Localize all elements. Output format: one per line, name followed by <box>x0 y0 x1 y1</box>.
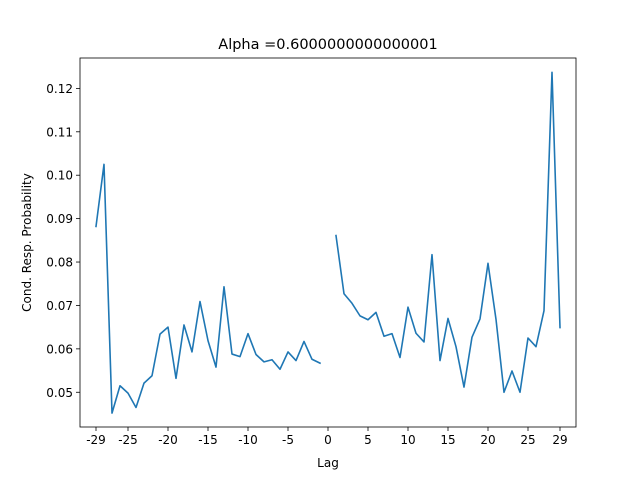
series-layer <box>95 71 561 414</box>
y-tick-label: 0.12 <box>46 82 73 96</box>
y-tick-label: 0.09 <box>46 212 73 226</box>
y-tick-label: 0.05 <box>46 386 73 400</box>
y-tick-label: 0.06 <box>46 342 73 356</box>
x-tick-label: 15 <box>440 433 455 447</box>
y-ticks: 0.05 0.06 0.07 0.08 0.09 0.10 0.11 0.12 <box>46 82 80 400</box>
y-tick-label: 0.11 <box>46 125 73 139</box>
series-line-segment-1 <box>95 163 322 414</box>
y-tick-label: 0.08 <box>46 256 73 270</box>
x-tick-label: -5 <box>282 433 294 447</box>
x-tick-label: 5 <box>364 433 372 447</box>
x-axis-label: Lag <box>317 456 339 470</box>
y-axis-label: Cond. Resp. Probability <box>20 173 34 312</box>
x-tick-label: 0 <box>324 433 332 447</box>
chart-title: Alpha =0.6000000000000001 <box>218 37 437 53</box>
x-ticks: -29 -25 -20 -15 -10 -5 0 5 10 15 20 25 29 <box>86 427 568 447</box>
x-tick-label: -20 <box>158 433 178 447</box>
x-tick-label: 20 <box>480 433 495 447</box>
x-tick-label: -29 <box>86 433 106 447</box>
y-tick-label: 0.07 <box>46 299 73 313</box>
x-tick-label: -15 <box>198 433 218 447</box>
x-tick-label: -25 <box>118 433 138 447</box>
series-line-segment-2 <box>335 71 561 394</box>
y-tick-label: 0.10 <box>46 169 73 183</box>
x-tick-label: 25 <box>520 433 535 447</box>
x-tick-label: -10 <box>238 433 258 447</box>
x-tick-label: 29 <box>552 433 567 447</box>
x-tick-label: 10 <box>400 433 415 447</box>
